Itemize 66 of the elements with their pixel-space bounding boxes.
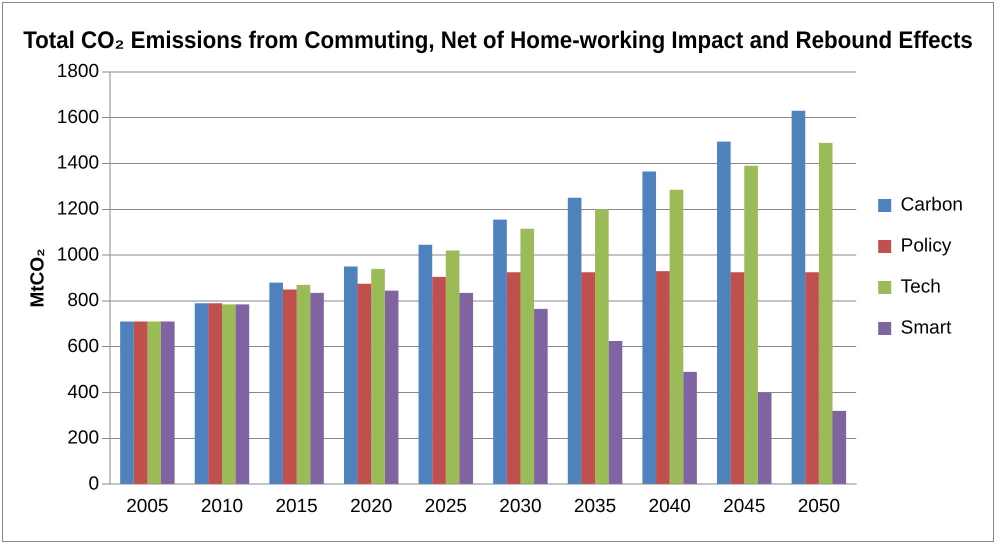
bar <box>670 190 684 484</box>
bar <box>744 166 758 484</box>
bar <box>459 292 474 484</box>
x-tick-label: 2050 <box>798 496 840 517</box>
y-tick-label: 1400 <box>56 152 100 174</box>
bar <box>269 282 283 484</box>
y-tick-label: 1800 <box>56 61 100 82</box>
bar <box>758 392 772 484</box>
bar <box>730 272 744 484</box>
bar <box>818 142 832 484</box>
bar <box>581 272 596 484</box>
bar <box>147 322 161 484</box>
y-tick-label: 600 <box>67 336 100 357</box>
bar <box>493 220 507 484</box>
bar <box>134 322 148 484</box>
bar <box>656 271 670 484</box>
legend-label: Smart <box>900 318 952 339</box>
bar <box>194 303 208 484</box>
bar <box>534 308 548 484</box>
x-tick-label: 2035 <box>574 496 616 517</box>
x-tick-label: 2005 <box>126 496 169 517</box>
bar <box>608 341 622 484</box>
bar <box>358 284 372 484</box>
y-tick-label: 1000 <box>56 244 100 266</box>
y-tick-label: 0 <box>88 473 100 494</box>
bar <box>160 322 175 484</box>
bar <box>805 272 819 484</box>
x-tick-label: 2015 <box>275 496 318 517</box>
bar <box>446 250 460 484</box>
y-tick-label: 200 <box>67 428 100 449</box>
legend-label: Carbon <box>900 194 964 216</box>
bar <box>568 198 582 484</box>
x-tick-label: 2040 <box>648 496 691 517</box>
bar <box>792 110 806 484</box>
legend-label: Tech <box>900 276 941 298</box>
bar <box>310 292 324 484</box>
bar <box>642 171 656 484</box>
x-tick-label: 2025 <box>424 496 467 517</box>
bar <box>296 284 310 484</box>
legend-label: Policy <box>900 236 952 257</box>
x-tick-label: 2045 <box>723 496 766 517</box>
bar <box>120 322 134 484</box>
bar <box>683 372 697 484</box>
bar <box>282 289 297 484</box>
chart-title: Total CO₂ Emissions from Commuting, Net of Home-working Impact and Rebound Effects <box>23 26 973 54</box>
bar <box>344 266 358 484</box>
bar <box>832 410 846 484</box>
y-tick-label: 1200 <box>56 198 100 220</box>
x-tick-label: 2030 <box>499 496 542 517</box>
bar <box>432 276 446 484</box>
bar <box>717 142 731 484</box>
bar <box>222 304 236 484</box>
bar <box>506 272 520 484</box>
y-axis-title: MtCO₂ <box>28 248 49 308</box>
bar <box>520 228 534 484</box>
x-tick-label: 2020 <box>350 496 392 517</box>
bar <box>208 303 222 484</box>
y-tick-label: 800 <box>67 290 100 312</box>
bar <box>595 209 609 484</box>
x-tick-label: 2010 <box>200 496 244 517</box>
bar <box>384 290 398 484</box>
y-tick-label: 1600 <box>56 106 100 128</box>
bar <box>418 244 432 484</box>
y-tick-label: 400 <box>67 382 100 403</box>
bar <box>236 304 250 484</box>
bar <box>371 268 385 484</box>
